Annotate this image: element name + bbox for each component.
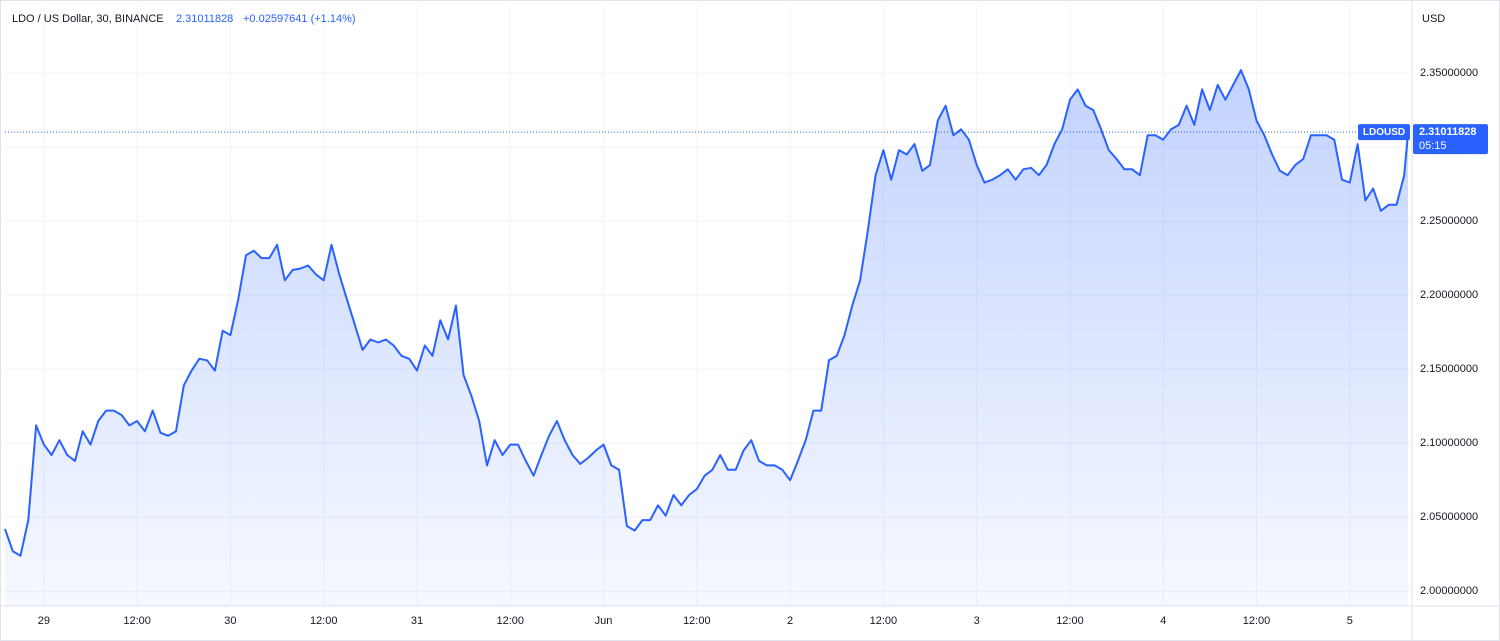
price-line [4,69,1410,557]
x-tick-label: 3 [974,615,980,627]
header-change: +0.02597641 (+1.14%) [243,13,356,25]
y-tick-label: 2.35000000 [1420,67,1478,79]
currency: USD [1422,13,1445,25]
x-tick-label: 12:00 [870,615,898,627]
x-tick-label: 12:00 [1243,615,1271,627]
symbol-tag-label: LDOUSD [1363,127,1405,138]
y-tick-label: 2.10000000 [1420,437,1478,449]
price-tag [1413,124,1488,155]
x-tick-label: 12:00 [310,615,338,627]
x-tick-label: 2 [787,615,793,627]
x-tick-label: 30 [224,615,236,627]
x-tick-label: 4 [1160,615,1166,627]
plot [4,69,1412,607]
x-tick-label: 12:00 [1056,615,1084,627]
x-tick-label: 5 [1347,615,1353,627]
labels: 2.00000000 2.05000000 2.10000000 2.15000000… [38,67,1488,627]
x-tick-label: 29 [38,615,50,627]
chart-title: LDO / US Dollar, 30, BINANCE [12,13,164,25]
area-fill [5,70,1409,607]
x-tick-label: 12:00 [497,615,525,627]
x-tick-label: 12:00 [123,615,151,627]
x-tick-label: Jun [595,615,613,627]
price-tag-countdown: 05:15 [1419,140,1447,152]
y-tick-label: 2.20000000 [1420,289,1478,301]
y-tick-label: 2.25000000 [1420,215,1478,227]
y-tick-label: 2.00000000 [1420,585,1478,597]
price-tag-value: 2.31011828 [1419,126,1477,138]
y-tick-label: 2.05000000 [1420,511,1478,523]
header-price: 2.31011828 [176,13,233,25]
symbol-tag [1358,124,1410,141]
x-tick-label: 31 [411,615,423,627]
y-tick-label: 2.15000000 [1420,363,1478,375]
x-tick-label: 12:00 [683,615,711,627]
